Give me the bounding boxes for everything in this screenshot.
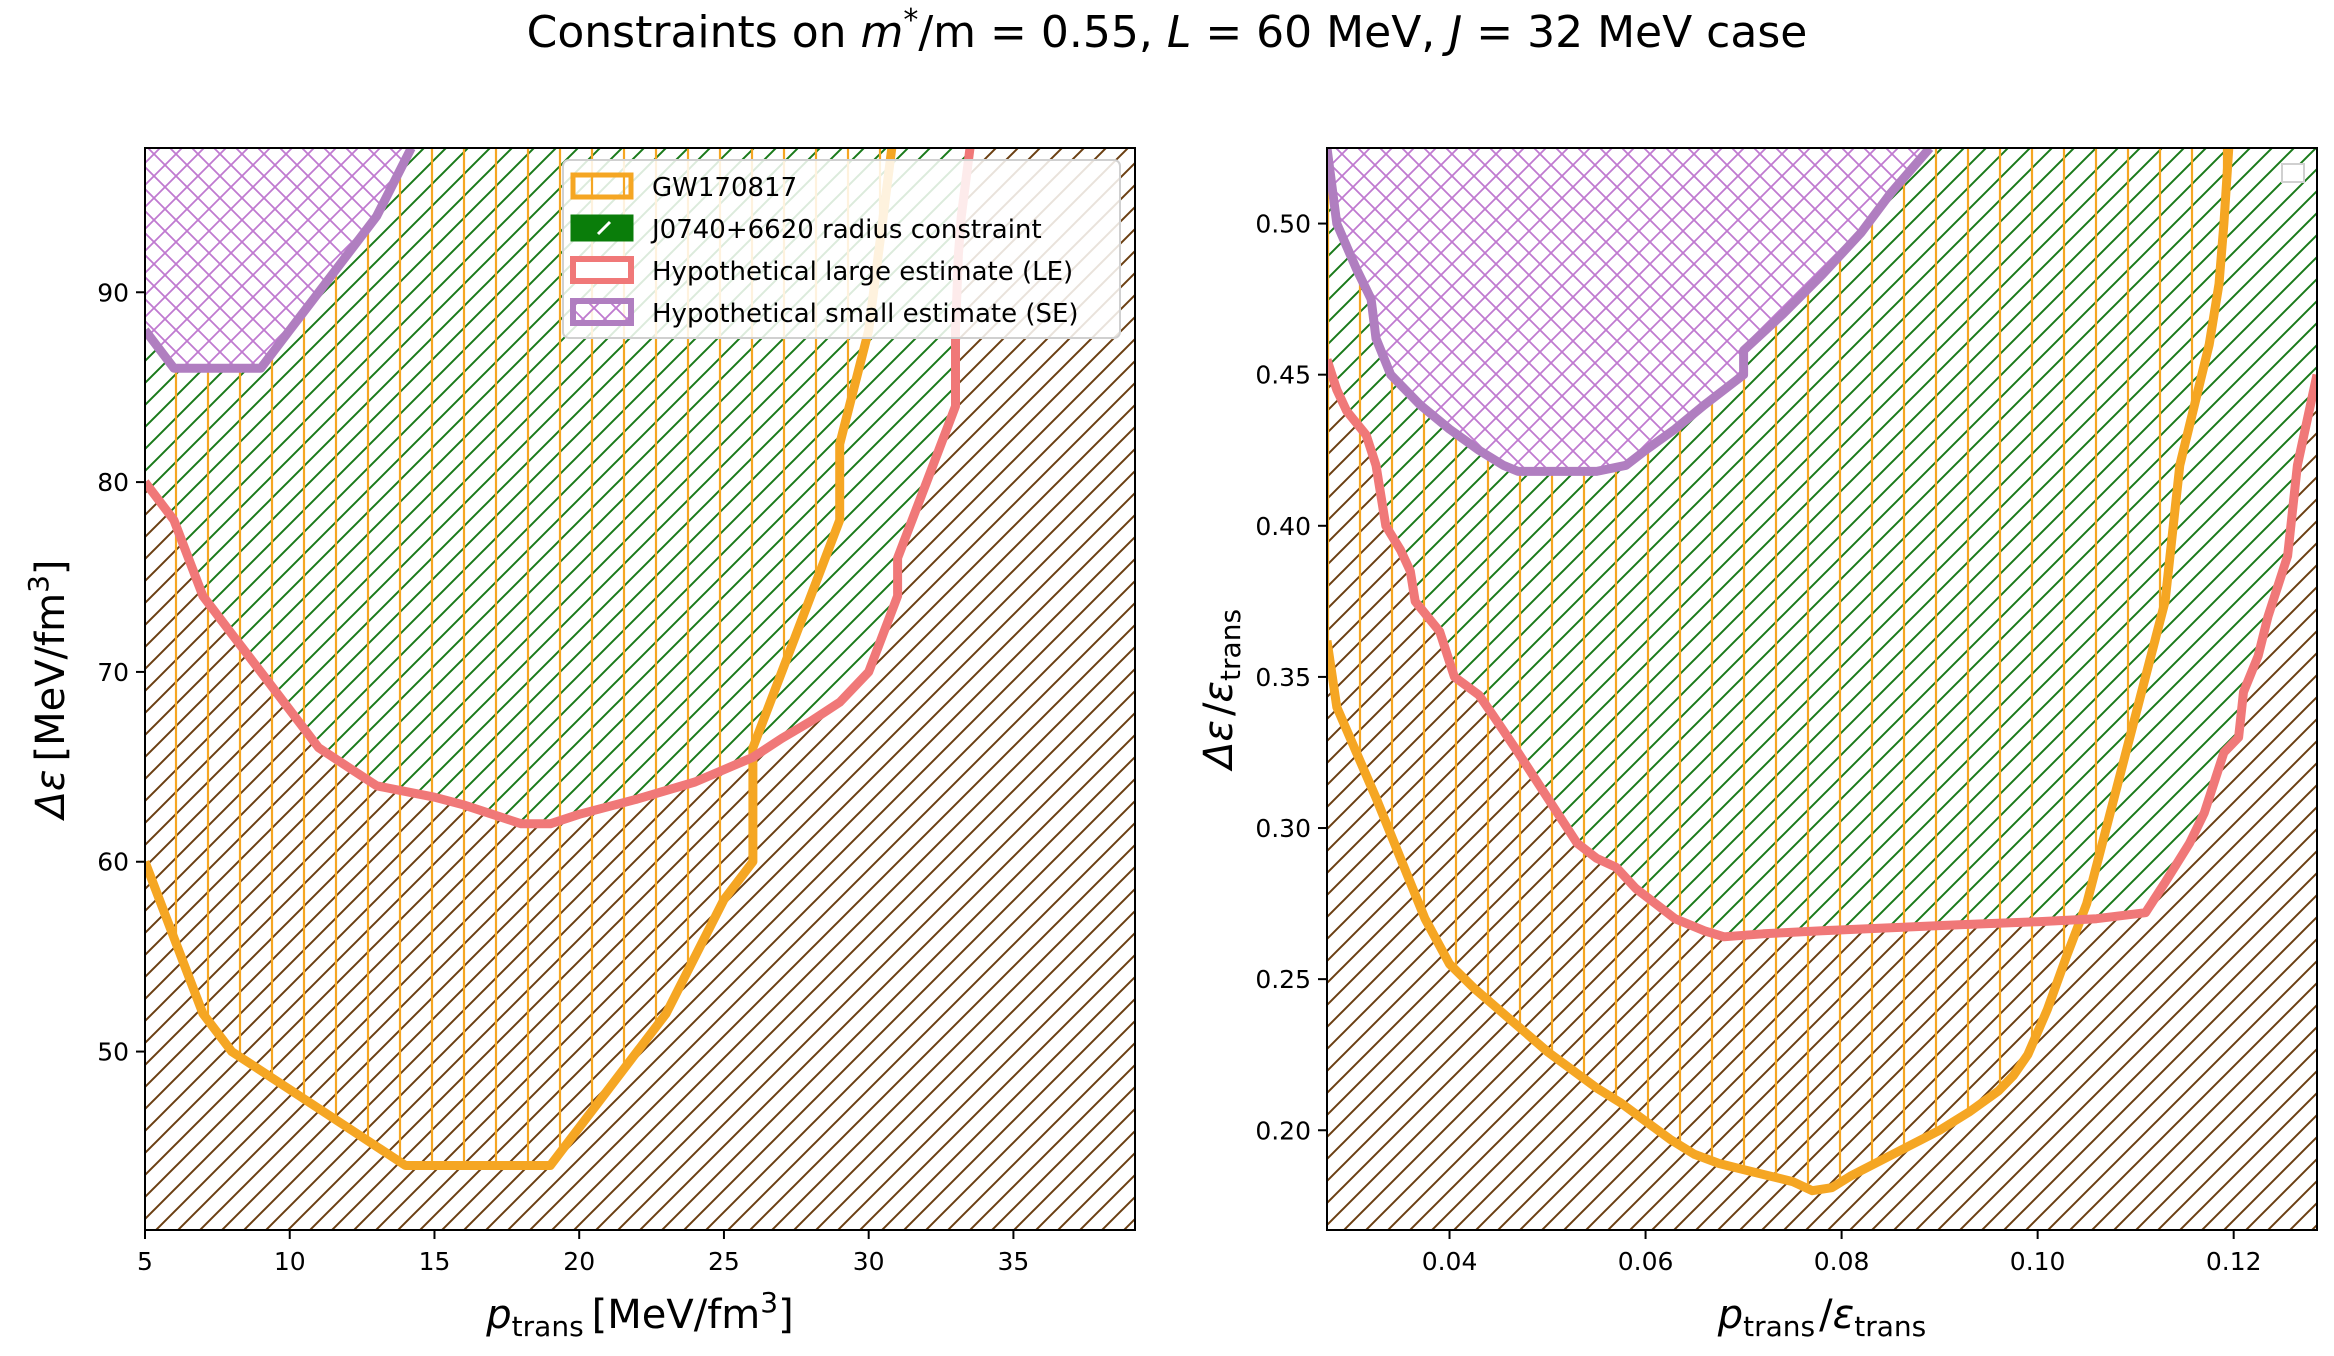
right-le-line [1327, 358, 2317, 942]
title-L: L [1167, 7, 1192, 58]
right-y-tick-label: 0.20 [1255, 1116, 1311, 1145]
legend-swatch-gw170817 [570, 172, 634, 200]
right-x-tick-label: 0.08 [1814, 1247, 1870, 1276]
right-gw170817-line [1327, 148, 2234, 1196]
legend-label-le: Hypothetical large estimate (LE) [652, 257, 1073, 287]
legend-swatch-j0740-hatch [596, 220, 612, 236]
legend-label-j0740: J0740+6620 radius constraint [650, 215, 1042, 245]
right-y-tick-label: 0.45 [1255, 361, 1311, 390]
legend-entry-j0740: J0740+6620 radius constraint [570, 214, 1042, 245]
left-se-line [145, 148, 416, 373]
left-gw170817-region [145, 148, 892, 1166]
left-y-axis-label: Δε[MeV/fm3] [22, 559, 74, 821]
legend: GW170817 J0740+6620 radius constraint Hy… [562, 159, 1121, 339]
title-Lval: = 60 MeV, [1191, 7, 1449, 58]
right-se-line [1327, 148, 1934, 476]
title-prefix: Constraints on [527, 7, 861, 58]
left-x-tick-label: 35 [998, 1247, 1030, 1276]
left-x-ticks: 5 10 15 20 25 30 35 [137, 1230, 1029, 1276]
left-y-tick-label: 80 [97, 468, 129, 497]
left-y-tick-label: 60 [97, 848, 129, 877]
left-x-tick-label: 30 [853, 1247, 885, 1276]
right-y-tick-label: 0.30 [1255, 814, 1311, 843]
left-y-tick-label: 50 [97, 1038, 129, 1067]
left-x-tick-label: 20 [563, 1247, 595, 1276]
legend-entry-gw170817: GW170817 [570, 172, 797, 203]
right-y-tick-label: 0.40 [1255, 512, 1311, 541]
right-x-tick-label: 0.04 [1422, 1247, 1478, 1276]
title-slash: /m = 0.55, [918, 7, 1166, 58]
right-x-tick-label: 0.12 [2206, 1247, 2262, 1276]
left-y-ticks: 50 60 70 80 90 [97, 278, 145, 1067]
right-se-region [1327, 148, 1930, 472]
right-y-tick-label: 0.35 [1255, 663, 1311, 692]
title-star: * [903, 3, 918, 38]
left-x-tick-label: 10 [274, 1247, 306, 1276]
legend-entry-se: Hypothetical small estimate (SE) [570, 298, 1079, 329]
legend-swatch-le [570, 256, 634, 284]
left-axes-frame [144, 147, 1136, 1231]
legend-entry-le: Hypothetical large estimate (LE) [570, 256, 1073, 287]
left-chart-panel: 5 10 15 20 25 30 35 50 60 70 80 90 ptrans [MeV/fm3]… [22, 147, 1136, 1343]
left-se-region [145, 148, 412, 369]
legend-label-gw170817: GW170817 [652, 173, 797, 203]
left-y-tick-label: 70 [97, 658, 129, 687]
left-x-tick-label: 5 [137, 1247, 153, 1276]
legend-frame [562, 159, 1121, 339]
right-x-ticks: 0.04 0.06 0.08 0.10 0.12 [1422, 1230, 2262, 1276]
right-x-axis-label: ptrans/εtrans [1717, 1292, 1926, 1343]
right-y-ticks: 0.20 0.25 0.30 0.35 0.40 0.45 0.50 [1255, 210, 1327, 1145]
title-mstar: m [860, 7, 903, 58]
right-x-tick-label: 0.06 [1618, 1247, 1674, 1276]
left-y-tick-label: 90 [97, 278, 129, 307]
left-x-tick-label: 25 [708, 1247, 740, 1276]
legend-swatch-se [570, 298, 634, 326]
right-y-axis-label: Δε/εtrans [1196, 609, 1247, 772]
right-x-tick-label: 0.10 [2010, 1247, 2066, 1276]
legend-label-se: Hypothetical small estimate (SE) [652, 299, 1079, 329]
title-Jval: = 32 MeV case [1462, 7, 1807, 58]
right-y-tick-label: 0.25 [1255, 965, 1311, 994]
right-axes-frame [1326, 147, 2318, 1231]
right-chart-panel: 0.04 0.06 0.08 0.10 0.12 0.20 0.25 0.30 0.35 0.4… [1196, 147, 2318, 1343]
right-y-tick-label: 0.50 [1255, 210, 1311, 239]
left-x-axis-label: ptrans [MeV/fm3] [485, 1286, 793, 1343]
figure-title: Constraints on m*/m = 0.55, L = 60 MeV, … [527, 3, 1808, 59]
right-empty-legend [2281, 163, 2305, 183]
left-gw170817-line [145, 148, 897, 1170]
left-x-tick-label: 15 [419, 1247, 451, 1276]
left-le-line [145, 148, 975, 829]
